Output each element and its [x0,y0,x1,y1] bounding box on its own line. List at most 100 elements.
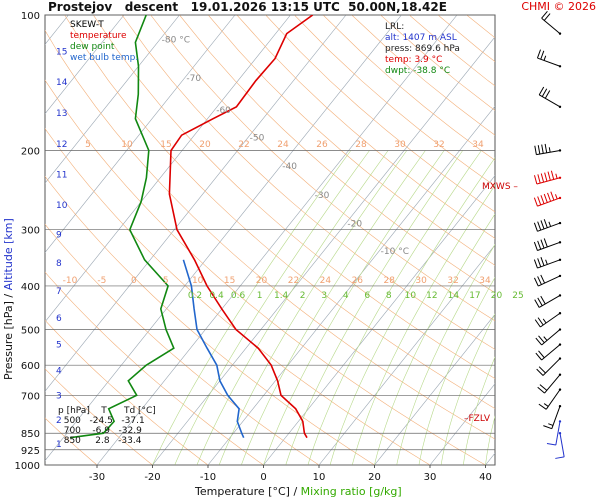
lrl-title: LRL: [385,22,405,32]
isotherm [45,15,291,323]
isotherm [263,175,495,465]
mixing-ratio-label-mid: 34 [479,276,491,286]
pressure-tick-label: 500 [21,326,40,337]
isotherm [374,313,495,465]
isotherm-label: -40 [282,162,297,172]
mixing-ratio-label-green: 6 [364,291,370,301]
isotherm [45,15,125,115]
isotherm [152,36,495,465]
x-tick-label: -20 [144,472,160,483]
fzlv-marker: –FZLV [464,414,491,424]
mixing-ratio-label-green: 20 [491,291,503,301]
altitude-tick-label: 2 [56,416,62,426]
mixing-ratio-label-green: 1 [257,291,263,301]
altitude-tick-label: 12 [56,140,67,150]
mixing-ratio-label-green: 1.4 [274,291,289,301]
pressure-tick-label: 200 [21,146,40,157]
altitude-tick-label: 15 [56,47,67,57]
mixing-ratio-label-mid: 32 [447,276,458,286]
series-line-dew-point [69,15,175,439]
altitude-tick-label: 1 [56,440,62,450]
wind-barb [534,143,562,156]
isotherm-label: -50 [250,133,265,143]
altitude-tick-label: 3 [56,392,62,402]
pressure-tick-label: 925 [21,446,40,457]
pressure-tick-label: 700 [21,391,40,402]
mixing-ratio-label-mid: 24 [320,276,332,286]
dry-adiabat [64,15,495,409]
pressure-tick-label: 300 [21,226,40,237]
x-tick-label: 10 [313,472,326,483]
mixing-ratio-label-top: 15 [160,140,171,150]
isotherm [597,15,600,465]
isotherm [45,15,402,462]
isotherm-label: -10 °C [381,247,409,257]
isotherm-label: -30 [315,191,330,201]
wind-barb [536,357,562,376]
mixing-ratio-label-green: 25 [512,291,523,301]
mixing-ratio-label-mid: 10 [192,276,204,286]
wind-barb [534,294,562,308]
x-tick-label: 0 [260,472,266,483]
dry-adiabat [236,15,495,239]
x-axis-label: Temperature [°C] / Mixing ratio [g/kg] [195,485,402,498]
legend-item-dewpoint: dew point [70,42,115,52]
mixing-ratio-label-top: 10 [121,140,133,150]
altitude-tick-label: 7 [56,287,62,297]
wind-barb [534,312,562,328]
x-tick-label: -10 [200,472,216,483]
isotherm [96,15,458,465]
x-tick-label: 20 [368,472,381,483]
mixing-ratio-label-mid: 5 [163,276,169,286]
mixing-ratio-label-mid: 26 [352,276,364,286]
mixing-ratio-label-top: 26 [316,140,328,150]
isotherm [429,383,495,465]
chart-title: Prostejov descent 19.01.2026 13:15 UTC 5… [48,0,447,14]
mixing-ratio-label-mid: 20 [256,276,268,286]
pressure-tick-label: 400 [21,282,40,293]
wind-barb [535,328,562,346]
isotherm [207,105,495,465]
altitude-tick-label: 8 [56,259,62,269]
x-tick-label: -30 [89,472,105,483]
credit-label: CHMI © 2026 [521,0,596,13]
levels-table-row: 500 -24.5 -37.1 [63,416,145,426]
isotherm-label: -80 °C [162,35,190,45]
wind-barb [546,420,562,446]
mixing-ratio-label-green: 14 [448,291,460,301]
mixing-ratio-label-green: 10 [405,291,417,301]
altitude-tick-label: 5 [56,341,62,351]
x-tick-label: 40 [479,472,492,483]
wind-barb [555,432,565,459]
mixing-ratio-label-mid: 30 [415,276,427,286]
wind-barb [538,86,562,109]
wind-barb [533,274,562,287]
mixing-ratio-label-top: 30 [394,140,406,150]
wind-barb [543,404,562,430]
mixing-ratio-label-mid: 28 [384,276,396,286]
wind-barb [538,388,562,410]
isotherm [318,244,495,465]
legend-title: SKEW-T [70,20,104,30]
mixing-ratio-label-mid: -5 [97,276,106,286]
altitude-tick-label: 11 [56,171,67,181]
legend-item-wetbulb: wet bulb temp. [70,53,139,63]
isotherm [45,15,180,184]
levels-table-row: 700 -6.9 -32.9 [63,426,142,436]
mixing-ratio-label-green: 3 [321,291,327,301]
altitude-tick-label: 13 [56,109,67,119]
mixing-ratio-label-green: 2 [300,291,306,301]
mxws-marker: MXWS – [482,182,518,192]
wind-barb [533,219,562,232]
lrl-press: press: 869.6 hPa [385,44,460,54]
wind-barb [534,170,562,185]
wind-barb [537,373,562,394]
mixing-ratio-label-green: 17 [469,291,480,301]
series-line-wet-bulb-temp- [182,259,245,439]
legend: SKEW-T temperature dew point wet bulb te… [70,20,138,64]
levels-table-header: p [hPa] T Td [°C] [58,406,156,416]
moist-adiabat [485,415,495,465]
pressure-tick-label: 600 [21,361,40,372]
pressure-tick-label: 850 [21,429,40,440]
lrl-temp: temp: 3.9 °C [385,55,443,65]
